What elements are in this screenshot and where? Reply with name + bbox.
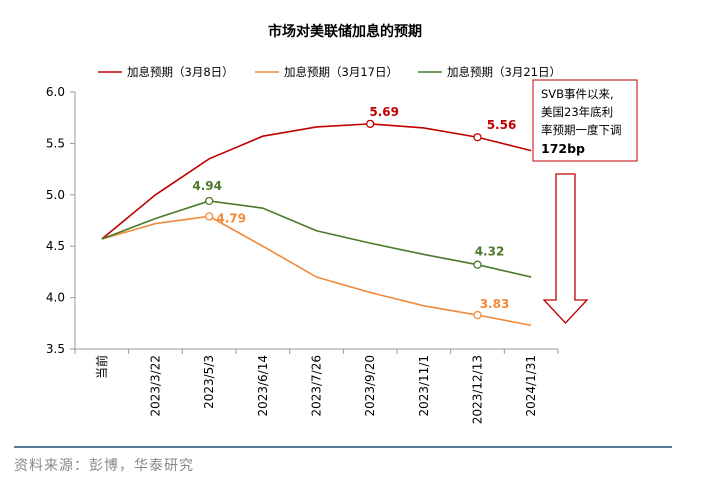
- y-tick-label: 3.5: [46, 342, 65, 356]
- x-tick-label: 2023/12/13: [471, 355, 485, 424]
- annotation-border: [532, 79, 638, 162]
- x-tick-label: 2023/5/3: [202, 355, 216, 409]
- series-3-marker: [205, 196, 214, 206]
- y-tick-label: 5.5: [46, 136, 65, 150]
- annotation-line-3: 率预期一度下调: [541, 123, 622, 137]
- y-tick-label: 4.5: [46, 239, 65, 253]
- y-tick-label: 6.0: [46, 85, 65, 99]
- series-2-data-label: 3.83: [480, 297, 510, 311]
- series-3-data-label: 4.32: [475, 245, 505, 259]
- series-2-marker: [473, 310, 482, 320]
- series-line-2: [101, 215, 532, 327]
- series-3-marker: [473, 260, 482, 269]
- y-tick-label: 5.0: [46, 188, 65, 202]
- annotation-line-1: SVB事件以来,: [541, 87, 614, 101]
- axes: 6.0 5.5 5.0 4.5 4.0 3.5 当前 2023/3/22 2023/5/3 20…: [46, 85, 559, 424]
- series-2-data-label: 4.79: [216, 211, 246, 225]
- legend-label-3: 加息预期（3月21日）: [447, 65, 561, 79]
- series-line-1: [101, 123, 532, 240]
- legend-label-1: 加息预期（3月8日）: [127, 65, 234, 79]
- series-1-marker: [366, 119, 375, 129]
- source-note: 资料来源：彭博，华泰研究: [14, 457, 194, 474]
- series-3-data-label: 4.94: [192, 179, 222, 193]
- series-line-3: [101, 200, 532, 278]
- legend-label-2: 加息预期（3月17日）: [284, 65, 398, 79]
- x-ticks: 当前 2023/3/22 2023/5/3 2023/6/14 2023/7/26 202…: [74, 349, 559, 424]
- chart-title: 市场对美联储加息的预期: [268, 23, 422, 40]
- y-tick-label: 4.0: [46, 291, 65, 305]
- x-tick-label: 当前: [94, 355, 109, 379]
- series-2-marker: [205, 212, 214, 221]
- series-1-data-label: 5.56: [487, 118, 517, 132]
- x-tick-label: 2023/3/22: [149, 355, 163, 417]
- annotation-box: SVB事件以来, 美国23年底利 率预期一度下调 172bp: [532, 79, 638, 162]
- annotation-bold-value: 172bp: [541, 141, 585, 156]
- series-1-data-label: 5.69: [369, 105, 399, 119]
- x-tick-label: 2023/6/14: [256, 355, 270, 417]
- x-tick-label: 2023/9/20: [363, 355, 377, 417]
- series-1-marker: [473, 133, 482, 142]
- down-arrow-icon: [542, 173, 589, 324]
- x-tick-label: 2023/11/1: [417, 355, 431, 417]
- x-tick-label: 2023/7/26: [310, 355, 324, 417]
- series-layer: 5.69 5.56 4.79 3.83 4.94 4.32: [101, 105, 532, 327]
- x-tick-label: 2024/1/31: [524, 355, 538, 417]
- annotation-line-2: 美国23年底利: [541, 105, 613, 119]
- y-ticks: 6.0 5.5 5.0 4.5 4.0 3.5: [46, 85, 75, 356]
- legend: 加息预期（3月8日） 加息预期（3月17日） 加息预期（3月21日）: [98, 65, 561, 79]
